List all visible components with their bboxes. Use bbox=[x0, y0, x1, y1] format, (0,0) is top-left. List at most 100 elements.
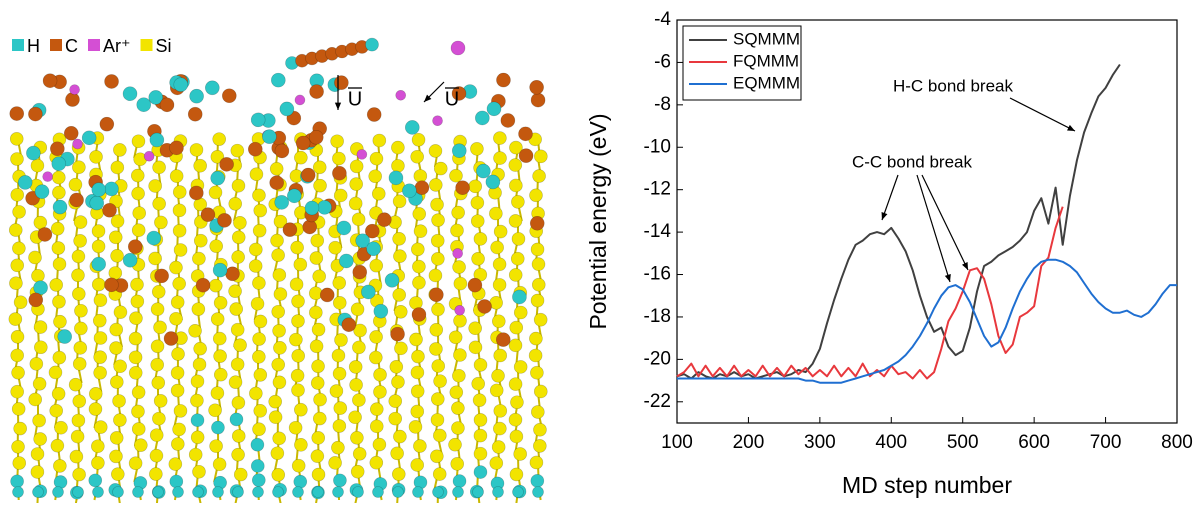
atom bbox=[389, 412, 402, 425]
legend-label: C bbox=[65, 36, 78, 56]
atom bbox=[434, 375, 447, 388]
atom bbox=[510, 430, 523, 443]
atom bbox=[74, 322, 87, 335]
atom bbox=[353, 487, 364, 498]
atom bbox=[190, 143, 203, 156]
atom bbox=[214, 296, 227, 309]
atom bbox=[391, 159, 404, 172]
atom bbox=[493, 132, 506, 145]
atom bbox=[452, 144, 466, 158]
atom bbox=[213, 487, 224, 498]
atom bbox=[171, 384, 184, 397]
atom bbox=[94, 294, 107, 307]
atom bbox=[451, 41, 465, 55]
atom bbox=[33, 414, 46, 427]
atom bbox=[394, 305, 407, 318]
atom bbox=[529, 332, 542, 345]
atom bbox=[289, 421, 302, 434]
atom bbox=[251, 297, 264, 310]
atom bbox=[14, 422, 27, 435]
atom bbox=[89, 474, 102, 487]
atom bbox=[137, 98, 151, 112]
atom bbox=[220, 157, 234, 171]
atom bbox=[35, 185, 49, 199]
atom bbox=[313, 270, 326, 283]
atom bbox=[533, 439, 546, 452]
atom bbox=[491, 241, 504, 254]
atom bbox=[230, 413, 243, 426]
atom bbox=[13, 205, 26, 218]
atom bbox=[273, 324, 286, 337]
atom bbox=[129, 366, 142, 379]
atom bbox=[104, 182, 118, 196]
atom bbox=[370, 259, 383, 272]
atom bbox=[290, 278, 303, 291]
atom bbox=[512, 290, 526, 304]
atom bbox=[334, 189, 347, 202]
atom bbox=[453, 248, 463, 258]
atom bbox=[531, 243, 544, 256]
atom bbox=[490, 457, 503, 470]
atom bbox=[431, 393, 444, 406]
atom bbox=[10, 107, 24, 121]
atom bbox=[292, 459, 305, 472]
atom bbox=[509, 268, 522, 281]
atom bbox=[350, 378, 363, 391]
atom bbox=[331, 135, 344, 148]
atom bbox=[349, 197, 362, 210]
atom bbox=[94, 332, 107, 345]
atom bbox=[530, 366, 543, 379]
atom bbox=[251, 459, 264, 472]
atom bbox=[29, 293, 43, 307]
atom bbox=[474, 413, 487, 426]
atom bbox=[271, 447, 284, 460]
atom bbox=[510, 468, 523, 481]
atom bbox=[49, 366, 62, 379]
atom bbox=[9, 313, 22, 326]
atom bbox=[287, 189, 301, 203]
atom bbox=[213, 332, 226, 345]
atom bbox=[13, 457, 26, 470]
atom bbox=[335, 333, 348, 346]
atom bbox=[211, 421, 224, 434]
y-tick-label: -16 bbox=[644, 264, 671, 285]
atom bbox=[52, 242, 65, 255]
atom bbox=[133, 207, 146, 220]
atom bbox=[391, 447, 404, 460]
atom bbox=[312, 431, 325, 444]
atom bbox=[312, 468, 325, 481]
atom bbox=[414, 169, 427, 182]
atom bbox=[12, 402, 25, 415]
atom bbox=[34, 432, 47, 445]
atom bbox=[474, 358, 487, 371]
legend-label: EQMMM bbox=[733, 73, 800, 92]
atom bbox=[453, 475, 466, 488]
atom bbox=[250, 168, 263, 181]
annotation-arrow-head bbox=[882, 212, 888, 220]
legend-label: FQMMM bbox=[733, 51, 799, 70]
atom bbox=[373, 385, 386, 398]
atom bbox=[134, 439, 147, 452]
atom bbox=[357, 149, 367, 159]
atom bbox=[110, 376, 123, 389]
atom bbox=[289, 333, 302, 346]
atom bbox=[430, 450, 443, 463]
atom bbox=[394, 342, 407, 355]
atom bbox=[334, 76, 348, 90]
atom bbox=[393, 288, 406, 301]
annotation: H-C bond break bbox=[893, 76, 1014, 95]
atom bbox=[312, 323, 325, 336]
atom bbox=[34, 216, 47, 229]
atom bbox=[531, 294, 544, 307]
atom bbox=[53, 459, 66, 472]
atom bbox=[10, 132, 23, 145]
atom bbox=[110, 323, 123, 336]
atom bbox=[469, 322, 482, 335]
atom bbox=[367, 108, 381, 122]
atom bbox=[449, 331, 462, 344]
atom bbox=[292, 295, 305, 308]
atom bbox=[452, 369, 465, 382]
atom bbox=[149, 468, 162, 481]
atom bbox=[53, 200, 67, 214]
atom bbox=[154, 216, 167, 229]
